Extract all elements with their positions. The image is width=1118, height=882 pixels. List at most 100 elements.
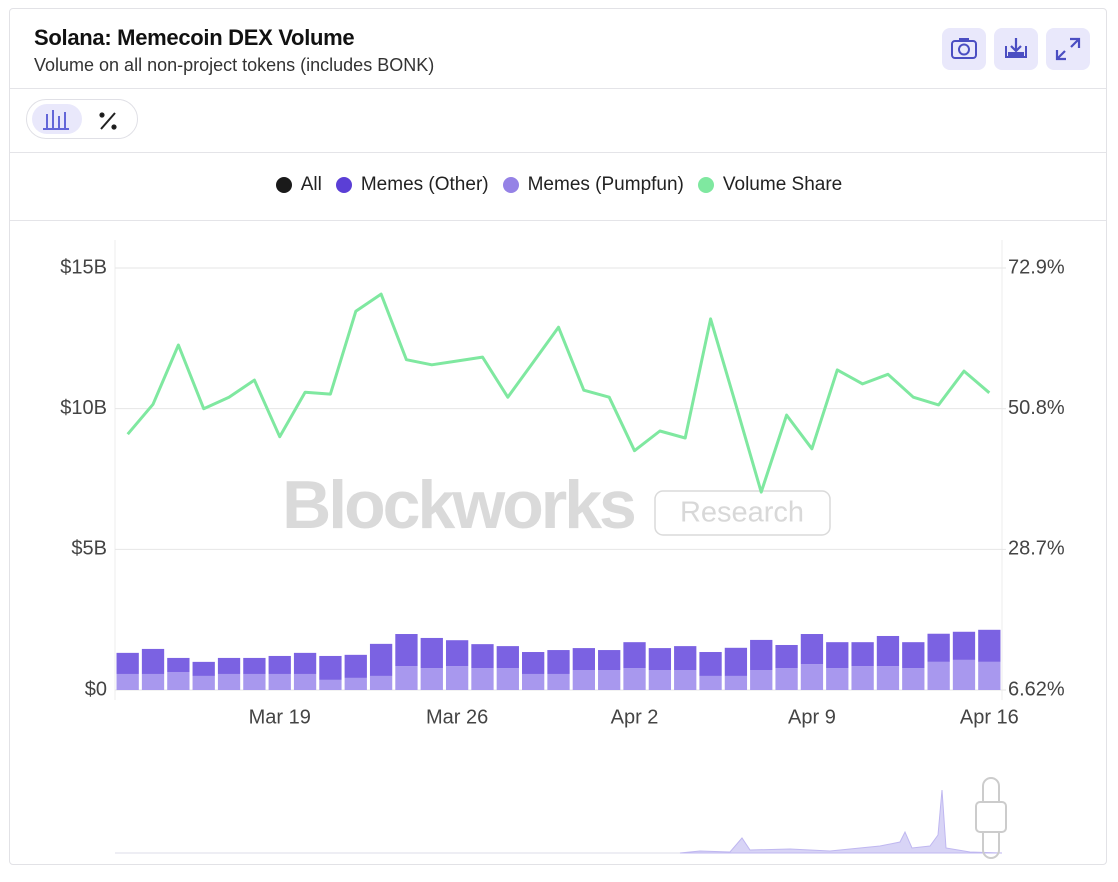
bar bbox=[445, 666, 469, 690]
y2-tick-label: 6.62% bbox=[1008, 678, 1065, 700]
legend-swatch bbox=[697, 177, 714, 193]
bar bbox=[674, 646, 697, 671]
bar bbox=[826, 668, 849, 690]
bar bbox=[699, 652, 722, 676]
bar bbox=[141, 673, 165, 690]
bar bbox=[952, 631, 976, 660]
navigator-grip[interactable] bbox=[975, 801, 1007, 833]
bar bbox=[724, 675, 748, 690]
legend-label: Memes (Other) bbox=[360, 174, 489, 195]
chart-subtitle: Volume on all non-project tokens (includ… bbox=[34, 55, 435, 75]
bar bbox=[572, 670, 595, 690]
bar bbox=[598, 670, 621, 690]
legend-label: Volume Share bbox=[722, 174, 843, 195]
bar bbox=[293, 652, 317, 674]
y-tick-label: $10B bbox=[60, 397, 107, 419]
bar bbox=[445, 640, 469, 667]
camera-icon bbox=[951, 38, 977, 59]
bar bbox=[876, 666, 900, 690]
bar bbox=[699, 675, 722, 690]
view-toggle bbox=[26, 99, 138, 139]
bar bbox=[420, 668, 443, 690]
bar bbox=[775, 668, 798, 690]
bar bbox=[547, 650, 570, 674]
watermark: Blockworks bbox=[282, 467, 635, 543]
bar bbox=[116, 673, 139, 690]
screenshot-button[interactable] bbox=[942, 28, 986, 70]
bar bbox=[902, 642, 925, 669]
bar bbox=[192, 661, 215, 676]
bar bbox=[800, 664, 824, 690]
bar bbox=[623, 642, 646, 669]
bar bbox=[319, 655, 342, 680]
line bbox=[126, 292, 991, 494]
x-tick-label: Apr 2 bbox=[611, 706, 659, 728]
percent-view-button[interactable] bbox=[99, 112, 117, 130]
bar bbox=[217, 657, 241, 674]
download-button[interactable] bbox=[994, 28, 1038, 70]
legend-swatch bbox=[275, 177, 292, 193]
bar bbox=[369, 643, 393, 676]
bar bbox=[750, 639, 773, 671]
chart-title: Solana: Memecoin DEX Volume bbox=[34, 25, 355, 50]
expand-icon bbox=[1055, 37, 1081, 61]
navigator bbox=[115, 777, 1007, 859]
legend-item[interactable]: Memes (Pumpfun) bbox=[502, 174, 684, 196]
fullscreen-button[interactable] bbox=[1046, 28, 1090, 70]
x-tick-label: Mar 26 bbox=[426, 706, 488, 728]
bar bbox=[978, 629, 1001, 662]
bar bbox=[471, 668, 494, 690]
bar bbox=[522, 652, 545, 674]
bar bbox=[851, 642, 874, 667]
bar bbox=[572, 648, 595, 671]
legend-label: Memes (Pumpfun) bbox=[527, 174, 684, 195]
bar bbox=[496, 668, 519, 690]
y-tick-label: $15B bbox=[60, 256, 107, 278]
y2-tick-label: 28.7% bbox=[1008, 538, 1065, 560]
divider bbox=[10, 220, 1106, 221]
bar bbox=[598, 650, 621, 671]
bar bbox=[116, 652, 139, 674]
x-tick-label: Apr 9 bbox=[788, 706, 836, 728]
legend-swatch bbox=[502, 177, 519, 193]
legend-item[interactable]: Volume Share bbox=[697, 174, 843, 196]
bar bbox=[395, 634, 418, 667]
bar bbox=[217, 673, 241, 690]
navigator-area bbox=[679, 789, 1003, 854]
bar bbox=[978, 661, 1001, 690]
bar bbox=[319, 679, 342, 690]
divider bbox=[10, 152, 1106, 153]
bar bbox=[876, 635, 900, 667]
bar bbox=[496, 646, 519, 669]
y2-tick-label: 50.8% bbox=[1008, 397, 1065, 419]
bar bbox=[192, 675, 215, 690]
legend-item[interactable]: All bbox=[275, 174, 322, 196]
bar-view-button[interactable] bbox=[32, 104, 82, 134]
watermark-badge-box bbox=[654, 490, 831, 536]
bar bbox=[775, 644, 798, 669]
bar bbox=[851, 666, 874, 690]
bar bbox=[167, 657, 190, 672]
y-tick-label: $0 bbox=[85, 678, 107, 700]
y2-tick-label: 72.9% bbox=[1008, 256, 1065, 278]
bar bbox=[141, 648, 165, 674]
bar bbox=[243, 657, 266, 674]
bar bbox=[344, 654, 367, 678]
card bbox=[9, 8, 1107, 865]
legend-swatch bbox=[335, 177, 352, 193]
bar bbox=[522, 673, 545, 690]
divider bbox=[10, 88, 1106, 89]
download-icon bbox=[1005, 38, 1027, 58]
bar bbox=[167, 671, 190, 690]
x-tick-label: Apr 16 bbox=[960, 706, 1019, 728]
legend-item[interactable]: Memes (Other) bbox=[335, 174, 489, 196]
bar bbox=[902, 668, 925, 690]
bar bbox=[268, 673, 291, 690]
legend: All Memes (Other) Memes (Pumpfun) Volume Sh… bbox=[0, 174, 1118, 196]
bar bbox=[648, 670, 672, 690]
bar bbox=[395, 666, 418, 690]
bar bbox=[293, 673, 317, 690]
bar bbox=[369, 675, 393, 690]
bar bbox=[243, 673, 266, 690]
